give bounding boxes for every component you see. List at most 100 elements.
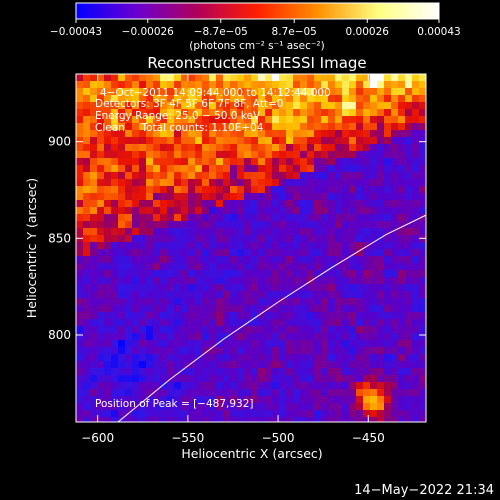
- heatmap-cell: [125, 382, 133, 390]
- heatmap-cell: [202, 270, 210, 278]
- heatmap-cell: [412, 326, 420, 334]
- heatmap-cell: [293, 95, 301, 103]
- heatmap-cell: [125, 151, 133, 159]
- heatmap-cell: [132, 172, 140, 180]
- heatmap-cell: [209, 291, 217, 299]
- heatmap-cell: [237, 263, 245, 271]
- heatmap-cell: [174, 347, 182, 355]
- heatmap-cell: [111, 284, 119, 292]
- heatmap-cell: [251, 347, 259, 355]
- heatmap-cell: [293, 347, 301, 355]
- heatmap-cell: [90, 235, 98, 243]
- heatmap-cell: [293, 298, 301, 306]
- heatmap-cell: [412, 396, 420, 404]
- heatmap-cell: [356, 137, 364, 145]
- heatmap-cell: [286, 221, 294, 229]
- heatmap-cell: [349, 270, 357, 278]
- heatmap-cell: [216, 102, 224, 110]
- heatmap-cell: [321, 88, 329, 96]
- heatmap-cell: [237, 116, 245, 124]
- heatmap-cell: [349, 116, 357, 124]
- heatmap-cell: [132, 417, 140, 422]
- heatmap-cell: [83, 158, 91, 166]
- heatmap-cell: [328, 74, 336, 82]
- heatmap-cell: [384, 326, 392, 334]
- heatmap-cell: [237, 333, 245, 341]
- heatmap-cell: [195, 291, 203, 299]
- heatmap-cell: [384, 361, 392, 369]
- heatmap-cell: [307, 333, 315, 341]
- heatmap-cell: [223, 256, 231, 264]
- heatmap-cell: [132, 95, 140, 103]
- heatmap-cell: [167, 277, 175, 285]
- heatmap-cell: [363, 354, 371, 362]
- heatmap-cell: [160, 235, 168, 243]
- heatmap-cell: [139, 396, 147, 404]
- heatmap-cell: [237, 326, 245, 334]
- heatmap-cell: [90, 396, 98, 404]
- heatmap-cell: [349, 417, 357, 422]
- heatmap-cell: [342, 284, 350, 292]
- heatmap-cell: [181, 410, 189, 418]
- heatmap-cell: [258, 179, 266, 187]
- heatmap-cell: [384, 354, 392, 362]
- heatmap-cell: [153, 340, 161, 348]
- heatmap-cell: [272, 137, 280, 145]
- heatmap-cell: [412, 361, 420, 369]
- heatmap-cell: [265, 123, 273, 131]
- heatmap-cell: [97, 130, 105, 138]
- heatmap-cell: [328, 172, 336, 180]
- heatmap-cell: [209, 375, 217, 383]
- heatmap-cell: [125, 214, 133, 222]
- heatmap-cell: [349, 368, 357, 376]
- heatmap-cell: [286, 235, 294, 243]
- heatmap-cell: [83, 193, 91, 201]
- heatmap-cell: [76, 144, 84, 152]
- heatmap-cell: [90, 340, 98, 348]
- heatmap-cell: [349, 193, 357, 201]
- heatmap-cell: [111, 158, 119, 166]
- heatmap-cell: [244, 102, 252, 110]
- heatmap-cell: [174, 88, 182, 96]
- heatmap-cell: [167, 305, 175, 313]
- heatmap-cell: [286, 417, 294, 422]
- heatmap-cell: [335, 95, 343, 103]
- heatmap-cell: [342, 340, 350, 348]
- heatmap-cell: [174, 326, 182, 334]
- heatmap-cell: [293, 179, 301, 187]
- heatmap-cell: [118, 130, 126, 138]
- heatmap-cell: [405, 207, 413, 215]
- heatmap-cell: [307, 207, 315, 215]
- heatmap-cell: [370, 109, 378, 117]
- heatmap-cell: [272, 151, 280, 159]
- heatmap-cell: [328, 417, 336, 422]
- heatmap-cell: [419, 88, 426, 96]
- heatmap-cell: [104, 74, 112, 82]
- heatmap-cell: [76, 137, 84, 145]
- heatmap-cell: [272, 368, 280, 376]
- heatmap-cell: [405, 144, 413, 152]
- heatmap-cell: [349, 361, 357, 369]
- heatmap-cell: [146, 144, 154, 152]
- heatmap-cell: [286, 172, 294, 180]
- heatmap-cell: [265, 95, 273, 103]
- heatmap-cell: [174, 200, 182, 208]
- heatmap-cell: [244, 151, 252, 159]
- heatmap-cell: [223, 277, 231, 285]
- colorbar-units: (photons cm⁻² s⁻¹ asec⁻²): [189, 40, 324, 52]
- heatmap-cell: [300, 396, 308, 404]
- heatmap-cell: [251, 228, 259, 236]
- heatmap-cell: [132, 340, 140, 348]
- heatmap-cell: [90, 228, 98, 236]
- heatmap-cell: [258, 403, 266, 411]
- heatmap-cell: [230, 179, 238, 187]
- heatmap-cell: [272, 228, 280, 236]
- heatmap-cell: [405, 102, 413, 110]
- heatmap-cell: [272, 165, 280, 173]
- heatmap-cell: [83, 340, 91, 348]
- heatmap-cell: [230, 123, 238, 131]
- heatmap-cell: [195, 270, 203, 278]
- heatmap-cell: [363, 228, 371, 236]
- heatmap-cell: [237, 172, 245, 180]
- heatmap-cell: [279, 277, 287, 285]
